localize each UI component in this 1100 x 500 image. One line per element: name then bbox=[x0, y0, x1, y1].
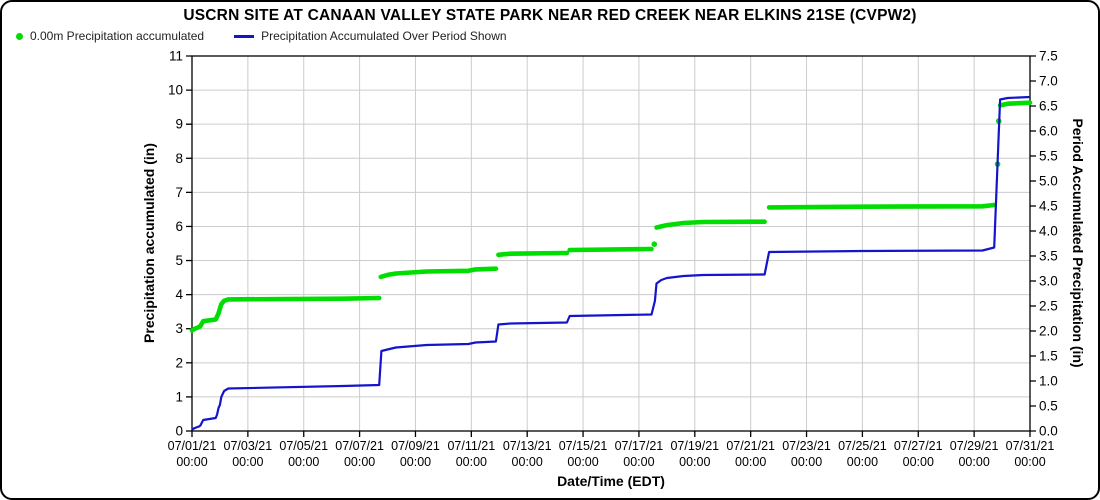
x-tick-label-time: 00:00 bbox=[1014, 455, 1045, 469]
x-tick-label-date: 07/01/21 bbox=[168, 439, 217, 453]
y-right-tick-label: 7.0 bbox=[1039, 74, 1058, 89]
x-tick-label-date: 07/03/21 bbox=[224, 439, 273, 453]
plot-frame bbox=[191, 55, 1031, 432]
y-right-axis-title: Period Accumulated Precipitation (in) bbox=[1070, 118, 1086, 367]
x-tick-label-time: 00:00 bbox=[735, 455, 766, 469]
x-tick-label-date: 07/11/21 bbox=[447, 439, 495, 453]
green-dot-marker-icon bbox=[16, 32, 23, 40]
y-right-tick-label: 1.0 bbox=[1039, 374, 1058, 389]
legend: 0.00m Precipitation accumulated Precipit… bbox=[16, 28, 507, 44]
y-left-tick-label: 11 bbox=[169, 49, 183, 64]
x-tick-label-time: 00:00 bbox=[288, 455, 319, 469]
x-tick-label-time: 00:00 bbox=[903, 455, 934, 469]
x-tick-label-time: 00:00 bbox=[847, 455, 878, 469]
x-tick-label-date: 07/07/21 bbox=[335, 439, 384, 453]
y-left-tick-label: 3 bbox=[175, 321, 183, 336]
x-tick-label-date: 07/09/21 bbox=[391, 439, 440, 453]
series-dots-precip-accumulated bbox=[766, 202, 997, 210]
x-tick-label-time: 00:00 bbox=[623, 455, 654, 469]
y-right-tick-label: 3.5 bbox=[1039, 249, 1058, 264]
y-right-tick-label: 7.5 bbox=[1039, 49, 1058, 64]
series-dots-precip-accumulated bbox=[654, 219, 767, 230]
x-tick-label-time: 00:00 bbox=[344, 455, 375, 469]
y-right-tick-label: 5.0 bbox=[1039, 174, 1058, 189]
x-tick-label-time: 00:00 bbox=[567, 455, 598, 469]
x-tick-label-date: 07/21/21 bbox=[726, 439, 775, 453]
legend-item-period-accumulated: Precipitation Accumulated Over Period Sh… bbox=[234, 29, 507, 43]
y-right-tick-label: 2.0 bbox=[1039, 324, 1058, 339]
x-tick-label-date: 07/19/21 bbox=[670, 439, 719, 453]
series-dot bbox=[651, 241, 658, 247]
series-dots-precip-accumulated bbox=[378, 266, 499, 280]
x-tick-label-date: 07/23/21 bbox=[782, 439, 831, 453]
x-tick-label-time: 00:00 bbox=[679, 455, 710, 469]
y-right-tick-label: 4.0 bbox=[1039, 224, 1058, 239]
x-tick-label-date: 07/13/21 bbox=[503, 439, 552, 453]
x-tick-label-date: 07/05/21 bbox=[279, 439, 328, 453]
y-right-tick-label: 3.0 bbox=[1039, 274, 1058, 289]
y-right-tick-label: 0.5 bbox=[1039, 399, 1058, 414]
y-right-tick-label: 4.5 bbox=[1039, 199, 1058, 214]
y-right-tick-label: 5.5 bbox=[1039, 149, 1058, 164]
series-dots-precip-accumulated bbox=[189, 295, 382, 333]
y-right-tick-label: 1.5 bbox=[1039, 349, 1058, 364]
y-left-tick-label: 10 bbox=[168, 83, 183, 98]
x-tick-label-date: 07/15/21 bbox=[559, 439, 608, 453]
x-tick-label-time: 00:00 bbox=[400, 455, 431, 469]
y-right-tick-label: 6.5 bbox=[1039, 99, 1058, 114]
series-dots-precip-accumulated bbox=[496, 250, 570, 258]
x-tick-label-date: 07/25/21 bbox=[838, 439, 887, 453]
x-tick-label-time: 00:00 bbox=[232, 455, 263, 469]
x-tick-label-time: 00:00 bbox=[958, 455, 989, 469]
blue-line-marker-icon bbox=[234, 34, 255, 38]
y-left-tick-label: 4 bbox=[175, 287, 183, 302]
y-left-tick-label: 9 bbox=[175, 117, 183, 132]
y-right-tick-label: 6.0 bbox=[1039, 124, 1058, 139]
y-left-tick-label: 0 bbox=[175, 424, 183, 439]
x-tick-label-date: 07/27/21 bbox=[894, 439, 943, 453]
y-left-tick-label: 5 bbox=[175, 253, 183, 268]
y-left-axis-title: Precipitation accumulated (in) bbox=[141, 143, 157, 343]
y-left-tick-label: 1 bbox=[175, 389, 183, 404]
y-right-tick-label: 0.0 bbox=[1039, 424, 1058, 439]
x-tick-label-time: 00:00 bbox=[791, 455, 822, 469]
y-right-tick-label: 2.5 bbox=[1039, 299, 1058, 314]
y-left-tick-label: 8 bbox=[175, 151, 183, 166]
x-tick-label-date: 07/31/21 bbox=[1006, 439, 1055, 453]
x-tick-label-date: 07/17/21 bbox=[615, 439, 664, 453]
legend-label: Precipitation Accumulated Over Period Sh… bbox=[261, 29, 507, 43]
x-tick-label-time: 00:00 bbox=[512, 455, 543, 469]
series-dots-precip-accumulated bbox=[997, 100, 1033, 108]
series-line-period-accumulated bbox=[191, 95, 1031, 431]
y-left-tick-label: 7 bbox=[175, 185, 183, 200]
y-left-tick-label: 2 bbox=[175, 355, 183, 370]
series-dots-precip-accumulated bbox=[567, 246, 654, 253]
legend-item-precip-accumulated: 0.00m Precipitation accumulated bbox=[16, 29, 204, 43]
y-left-tick-label: 6 bbox=[175, 219, 183, 234]
x-tick-label-time: 00:00 bbox=[456, 455, 487, 469]
x-axis-title: Date/Time (EDT) bbox=[557, 473, 665, 489]
x-tick-label-time: 00:00 bbox=[176, 455, 207, 469]
x-tick-label-date: 07/29/21 bbox=[950, 439, 999, 453]
legend-label: 0.00m Precipitation accumulated bbox=[30, 29, 205, 43]
chart-title: USCRN SITE AT CANAAN VALLEY STATE PARK N… bbox=[183, 7, 917, 24]
